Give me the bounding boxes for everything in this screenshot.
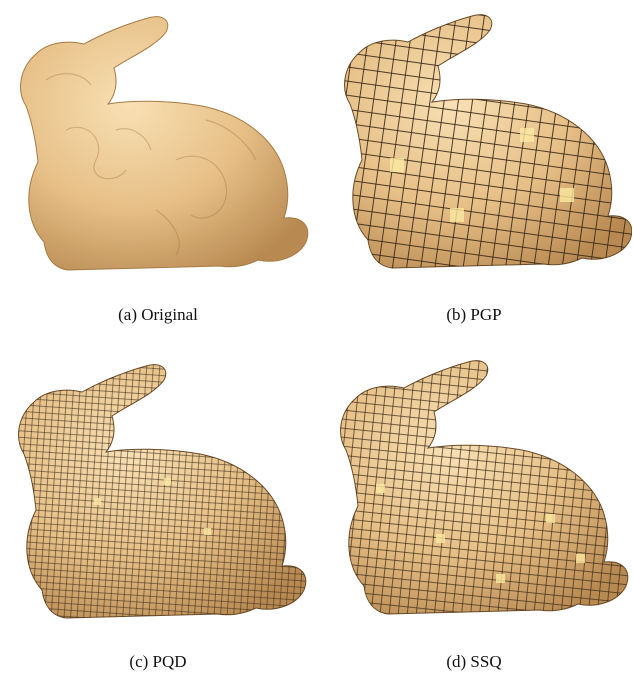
figure-panel-ssq: (d) SSQ <box>316 340 632 680</box>
bunny-render-pqd <box>18 364 307 619</box>
bunny-render-pgp <box>344 14 632 269</box>
bunny-render-ssq <box>340 360 629 615</box>
bunny-render-original <box>20 16 309 271</box>
caption-ssq: (d) SSQ <box>446 652 502 671</box>
caption-pgp: (b) PGP <box>446 305 502 324</box>
figure-panel-original: (a) Original <box>0 0 316 340</box>
figure-panel-pqd: (c) PQD <box>0 340 316 680</box>
caption-original: (a) Original <box>118 305 198 324</box>
figure-panel-pgp: (b) PGP <box>316 0 632 340</box>
caption-pqd: (c) PQD <box>129 652 187 671</box>
